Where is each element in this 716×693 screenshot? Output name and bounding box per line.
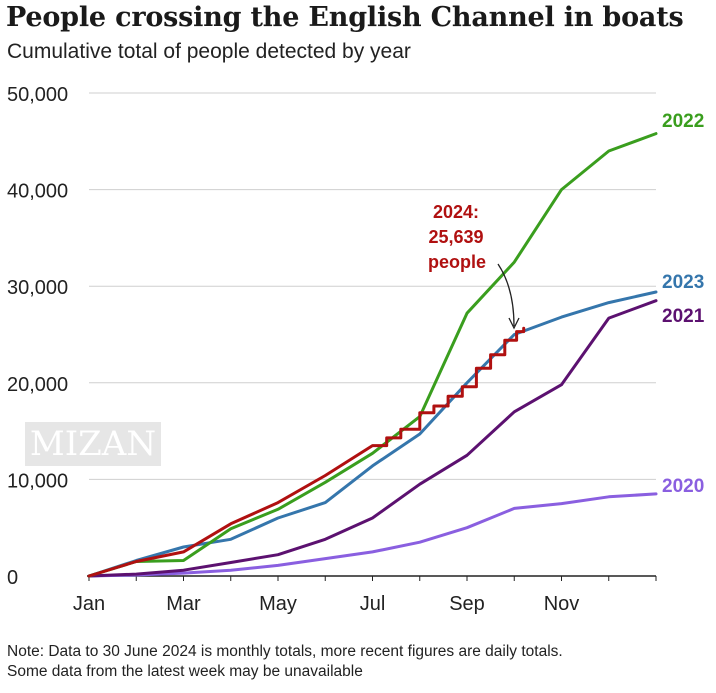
x-axis: Jan Mar May Jul Sep Nov [73,575,657,615]
y-axis-tick-labels: 0 10,000 20,000 30,000 40,000 50,000 [7,84,68,589]
watermark-logo: MIZAN [25,422,161,466]
annotation-line2: 25,639 [428,227,483,247]
annotation-arrow [497,263,515,327]
x-tick-label-jan: Jan [73,593,105,615]
series-labels: 2020 2021 2022 2023 [662,111,705,497]
annotation-2024: 2024: 25,639 people [428,202,520,330]
y-tick-label-20000: 20,000 [7,374,68,396]
y-tick-label-0: 0 [7,567,18,589]
annotation-arrowhead [508,317,520,330]
x-tick-label-nov: Nov [544,593,580,615]
x-tick-label-mar: Mar [166,593,201,615]
x-tick-label-jul: Jul [360,593,386,615]
gridlines [89,92,656,480]
x-tick-label-sep: Sep [449,593,485,615]
y-tick-label-30000: 30,000 [7,277,68,299]
series-line-2022 [87,132,658,578]
y-tick-label-40000: 40,000 [7,181,68,203]
series-line-2023 [87,290,658,578]
series-label-2023: 2023 [662,272,704,293]
footnote-line1: Note: Data to 30 June 2024 is monthly to… [7,643,563,660]
footnote: Note: Data to 30 June 2024 is monthly to… [7,642,563,682]
series-label-2020: 2020 [662,476,704,497]
series-lines [87,132,658,578]
series-line-2024 [87,326,526,578]
footnote-line2: Some data from the latest week may be un… [7,663,363,680]
series-label-2022: 2022 [662,111,704,132]
series-line-2020 [87,492,658,578]
annotation-line3: people [428,252,486,272]
series-line-2021 [87,299,658,578]
x-tick-label-may: May [259,593,297,615]
y-tick-label-50000: 50,000 [7,84,68,106]
chart-title: People crossing the English Channel in b… [6,2,684,33]
chart-subtitle: Cumulative total of people detected by y… [7,40,411,63]
y-tick-label-10000: 10,000 [7,470,68,492]
annotation-line1: 2024: [433,202,479,222]
series-label-2021: 2021 [662,306,705,327]
